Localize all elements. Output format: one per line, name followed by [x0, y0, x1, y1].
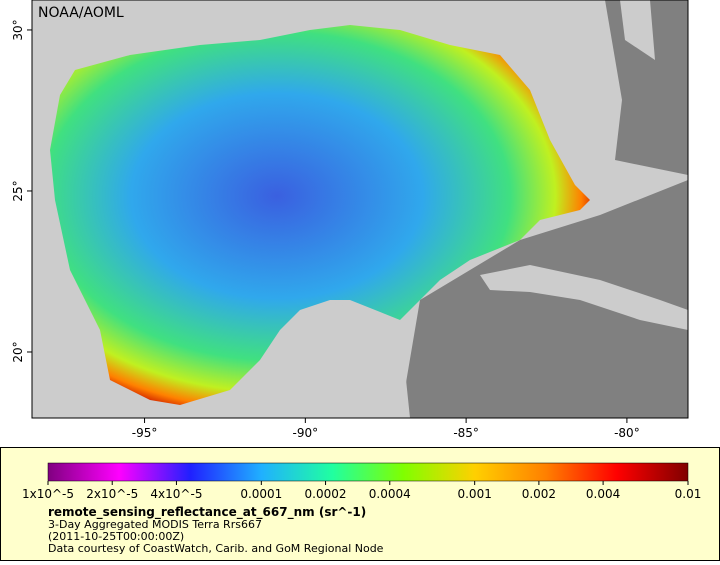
atlantic — [605, 0, 688, 175]
y-tick-label: 20° — [11, 341, 25, 362]
colorbar-tick-label: 2x10^-5 — [86, 487, 138, 501]
yucatan — [300, 302, 410, 418]
colorbar-tick-label: 0.0002 — [305, 487, 347, 501]
y-tick-label: 30° — [11, 19, 25, 40]
cuba — [480, 265, 688, 330]
map-label: NOAA/AOML — [38, 5, 124, 21]
caption-line: 3-Day Aggregated MODIS Terra Rrs667 — [48, 518, 262, 531]
colorbar-tick-label: 0.004 — [586, 487, 620, 501]
caption-line: Data courtesy of CoastWatch, Carib. and … — [48, 542, 384, 555]
colorbar — [47, 462, 689, 482]
colorbar-tick-label: 1x10^-5 — [22, 487, 74, 501]
caribbean — [400, 180, 688, 418]
caption-line: (2011-10-25T00:00:00Z) — [48, 530, 184, 543]
map-area — [32, 0, 688, 418]
colorbar-tick-label: 0.001 — [457, 487, 491, 501]
label-box — [36, 4, 118, 22]
x-tick-label: -85° — [453, 426, 479, 440]
y-tick-label: 25° — [11, 180, 25, 201]
florida-east — [620, 0, 655, 60]
colorbar-tick-label: 0.0001 — [240, 487, 282, 501]
colorbar-tick-label: 0.01 — [675, 487, 702, 501]
colorbar-tick-label: 0.0004 — [369, 487, 411, 501]
colorbar-tick-label: 0.002 — [522, 487, 556, 501]
gulf-reflectance — [50, 25, 590, 405]
x-tick-label: -95° — [132, 426, 158, 440]
colorbar-tick-label: 4x10^-5 — [150, 487, 202, 501]
x-tick-label: -90° — [293, 426, 319, 440]
variable-name: remote_sensing_reflectance_at_667_nm (sr… — [48, 505, 366, 520]
map-frame — [31, 0, 689, 419]
x-tick-label: -80° — [614, 426, 640, 440]
